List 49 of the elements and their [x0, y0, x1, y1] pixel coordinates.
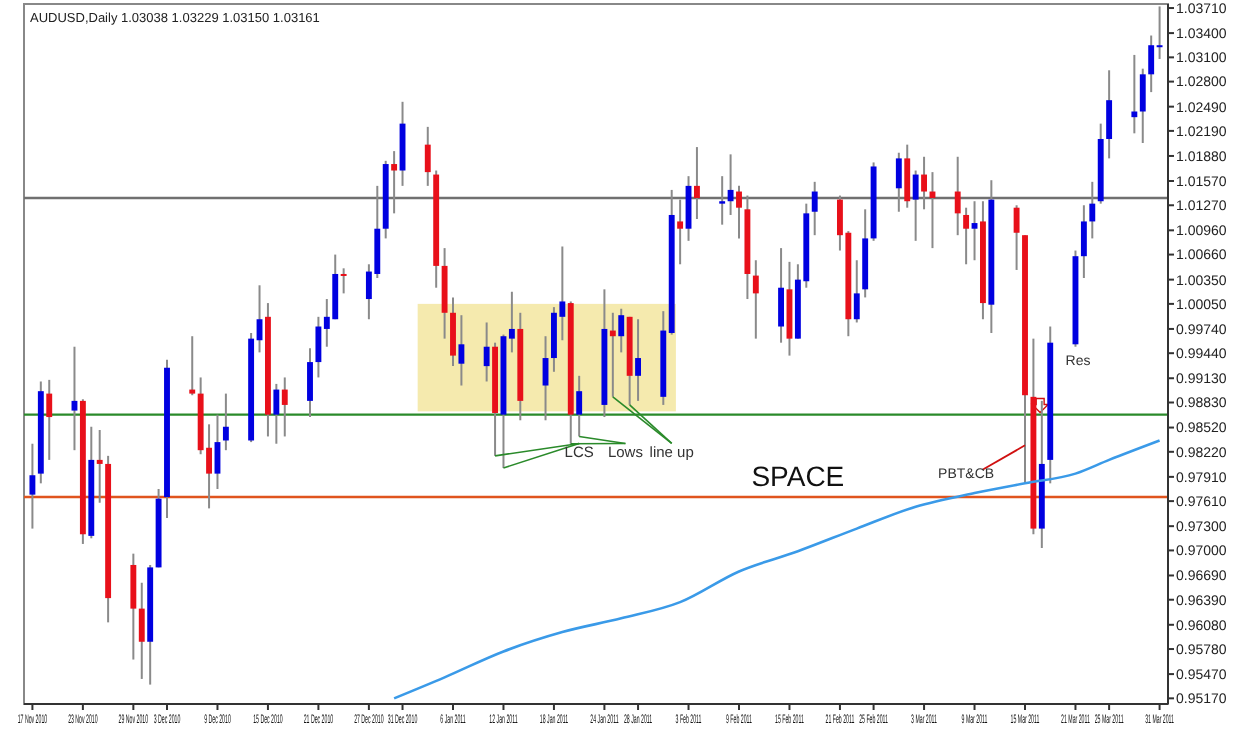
annotation: SPACE: [751, 459, 845, 492]
candlestick: [1139, 67, 1146, 145]
candlestick: [441, 247, 448, 340]
candlestick: [450, 296, 456, 368]
candlestick: [281, 376, 288, 438]
candlestick: [677, 198, 684, 266]
candlestick: [727, 153, 734, 216]
candlestick: [1013, 204, 1020, 271]
candlestick: [46, 378, 53, 461]
candlestick: [483, 321, 490, 383]
candlestick: [1131, 53, 1138, 135]
candlestick: [315, 315, 322, 379]
candlestick: [332, 253, 339, 321]
candlestick: [618, 307, 625, 354]
candlestick: [971, 200, 978, 262]
candlestick: [273, 382, 280, 445]
candlestick: [391, 150, 398, 215]
candlestick: [29, 442, 36, 530]
candlestick: [635, 318, 641, 402]
candlestick: [853, 259, 860, 324]
line-series: [392, 439, 1161, 700]
candlestick: [912, 169, 919, 242]
candlestick: [954, 155, 961, 237]
candlestick: [130, 552, 137, 661]
candlestick: [736, 184, 742, 240]
candlestick: [1106, 69, 1113, 160]
candlestick: [1080, 204, 1087, 280]
candlestick: [340, 267, 347, 295]
candlestick: [96, 428, 103, 504]
candlestick: [811, 180, 818, 237]
candlestick: [1089, 180, 1096, 240]
candlestick: [307, 347, 313, 419]
candlestick: [138, 581, 145, 680]
candlestick: [895, 151, 902, 213]
candlestick: [752, 259, 759, 340]
candlestick: [576, 374, 583, 438]
candlestick: [921, 155, 927, 211]
candlestick: [551, 306, 557, 373]
candlestick: [694, 146, 700, 221]
candlestick: [189, 335, 196, 397]
candlestick: [1148, 34, 1155, 94]
candlestick: [609, 311, 616, 398]
candlestick: [222, 392, 229, 452]
candlestick: [904, 143, 911, 209]
candlestick: [963, 206, 970, 266]
candlestick: [424, 125, 431, 187]
candlestick: [719, 175, 726, 226]
candlestick: [778, 247, 784, 344]
candlestick: [458, 314, 465, 387]
